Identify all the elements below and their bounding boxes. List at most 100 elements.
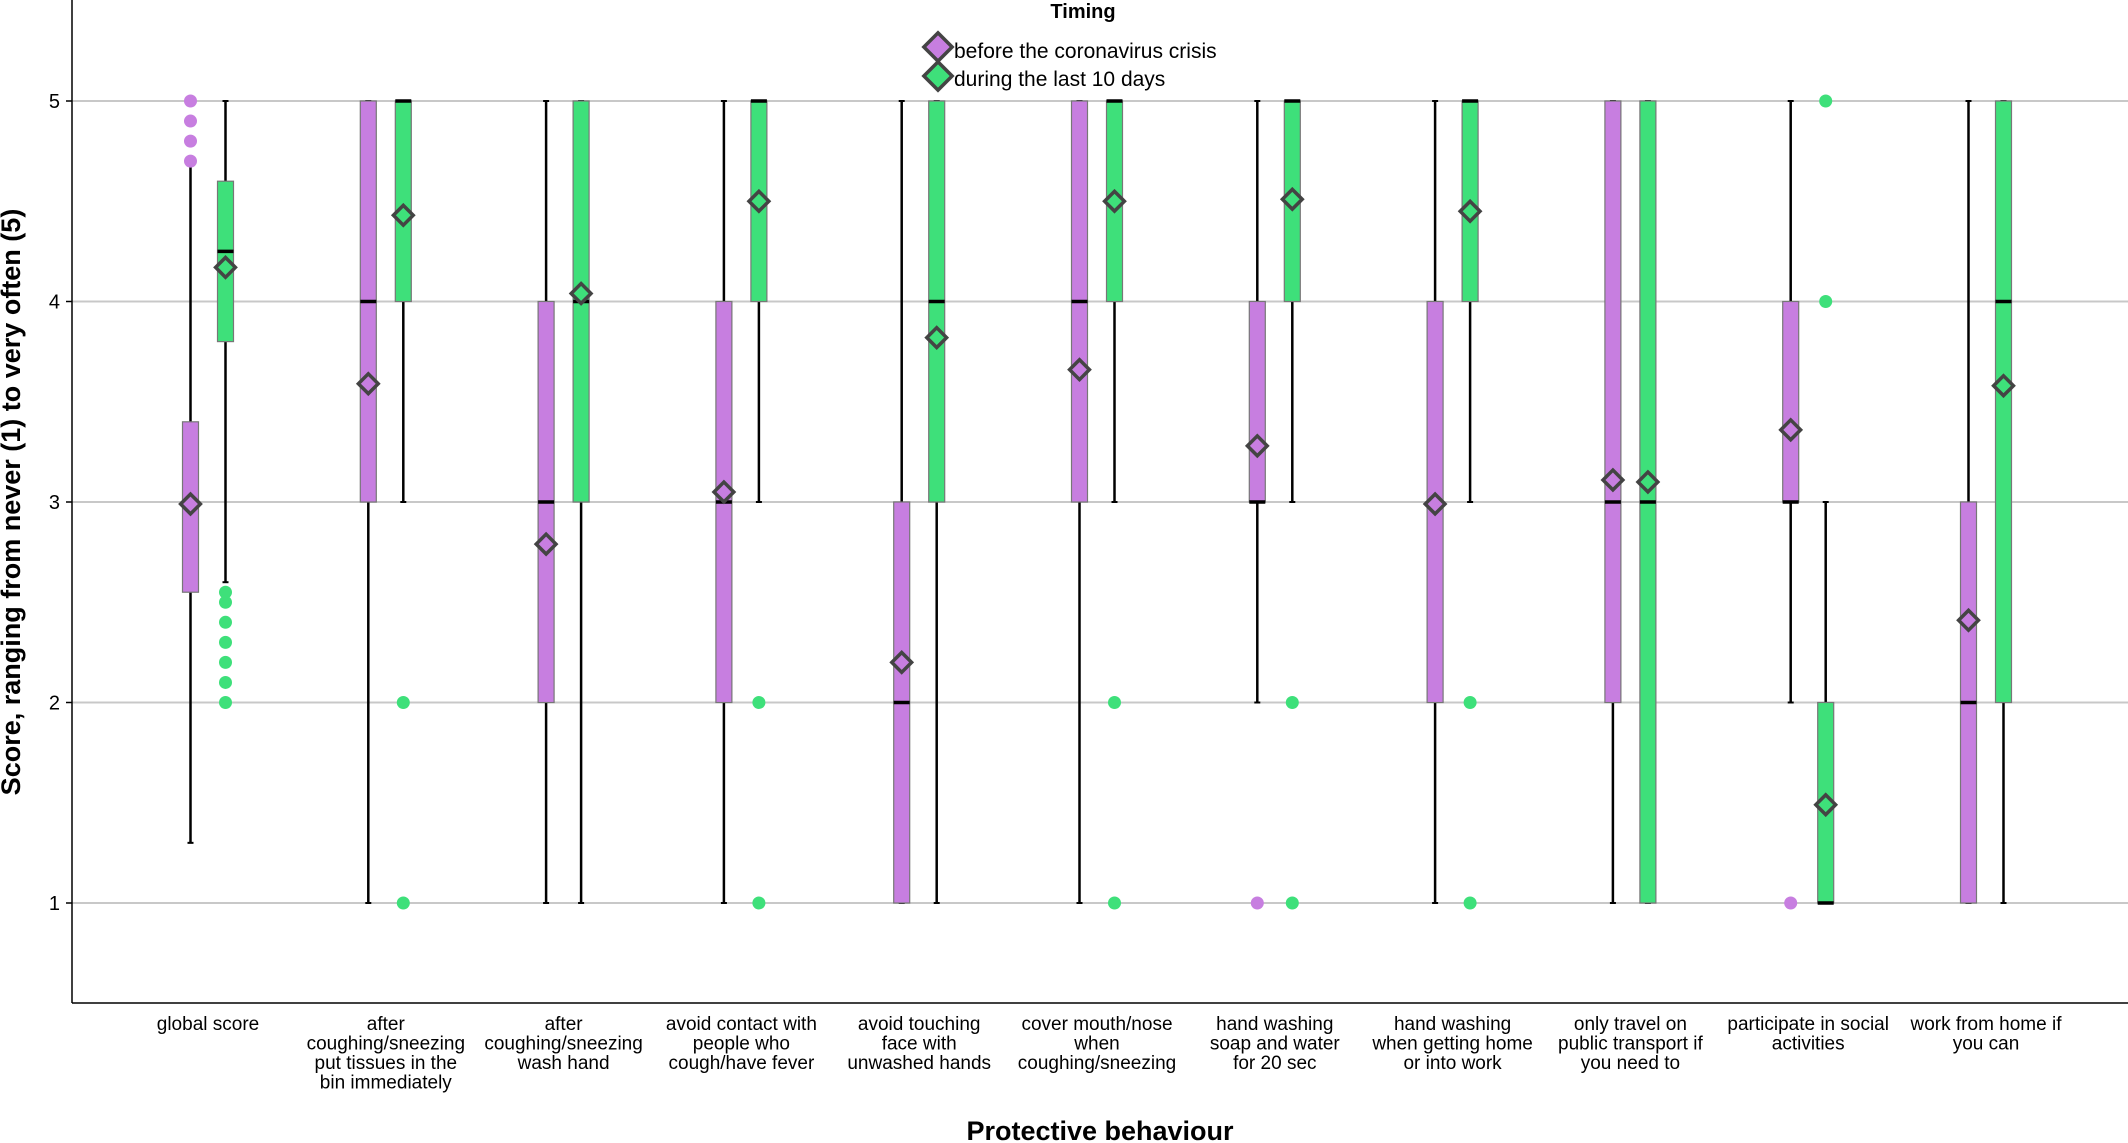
box-group [1244, 100, 1270, 910]
x-category-label: after coughing/sneezing wash hand [484, 1014, 642, 1074]
mean-marker [1635, 469, 1661, 495]
mean-marker [355, 371, 381, 397]
box-group [1457, 99, 1483, 910]
mean-marker [533, 531, 559, 557]
mean-marker [178, 491, 203, 517]
legend-swatch-during [921, 59, 955, 93]
outlier-point [752, 696, 766, 709]
box-group [1956, 100, 1981, 904]
mean-marker [1991, 373, 2016, 399]
outlier-point [219, 675, 232, 689]
box-group [213, 100, 238, 709]
box-group [1635, 100, 1661, 904]
outlier-point [219, 595, 232, 609]
mean-marker [1067, 357, 1092, 383]
box-group [711, 100, 737, 904]
mean-marker [1422, 491, 1448, 517]
x-category-label: work from home if you can [1910, 1014, 2063, 1055]
mean-marker [1600, 467, 1626, 493]
box-iqr [1994, 100, 2013, 704]
mean-marker [1244, 433, 1270, 459]
y-tick-labels: 1 2 3 4 5 [49, 91, 72, 915]
mean-marker [1778, 417, 1804, 443]
outlier-point [1819, 94, 1833, 108]
outlier-point [184, 134, 197, 148]
mean-marker [568, 281, 594, 306]
box-group [889, 100, 915, 904]
outlier-point [1819, 295, 1833, 308]
x-category-labels: global score after coughing/sneezing put ti… [157, 1014, 2062, 1094]
box-iqr [1248, 300, 1266, 503]
outlier-point [184, 114, 197, 128]
x-category-label: avoid touching face with unwashed hands [847, 1014, 991, 1074]
x-category-label: participate in social activities [1727, 1014, 1889, 1055]
outlier-point [1285, 896, 1299, 910]
mean-marker [746, 188, 772, 214]
outlier-point [219, 655, 232, 669]
box-group [1102, 99, 1127, 910]
x-category-label: only travel on public transport if you nee… [1558, 1014, 1703, 1074]
box-iqr [394, 100, 412, 303]
mean-marker [213, 255, 238, 280]
legend-label-before: before the coronavirus crisis [954, 40, 1217, 63]
outlier-point [184, 154, 197, 168]
box-group [1279, 99, 1305, 910]
x-category-label: avoid contact with people who cough/have f… [666, 1014, 817, 1074]
legend: Timing before the coronavirus crisis dur… [921, 1, 1217, 93]
x-category-label: after coughing/sneezing put tissues in the… [307, 1014, 465, 1094]
box-group [1600, 100, 1626, 904]
legend-label-during: during the last 10 days [954, 68, 1165, 91]
y-tick-label: 1 [49, 893, 60, 915]
mean-marker [390, 202, 416, 228]
x-category-label: cover mouth/nose when coughing/sneezing [1018, 1014, 1176, 1074]
box-group [1991, 100, 2016, 904]
outlier-point [1108, 696, 1121, 709]
outlier-point [1784, 896, 1798, 910]
mean-marker [1813, 792, 1839, 818]
box-group [568, 100, 594, 904]
outlier-point [396, 896, 410, 910]
x-axis-title: Protective behaviour [966, 1116, 1234, 1143]
y-axis-title: Score, ranging from never (1) to very of… [0, 209, 26, 796]
outlier-point [219, 696, 232, 709]
outlier-point [219, 615, 232, 629]
box-group [355, 100, 381, 904]
box-group [1422, 100, 1448, 904]
x-category-label: hand washing when getting home or into wor… [1371, 1014, 1533, 1074]
outlier-point [219, 635, 232, 649]
mean-marker [924, 325, 950, 350]
outlier-point [1463, 896, 1477, 910]
legend-item-during: during the last 10 days [921, 59, 1165, 93]
box-group [1778, 100, 1804, 910]
x-category-label: global score [157, 1014, 259, 1035]
outlier-point [184, 94, 197, 108]
y-tick-label: 5 [49, 91, 60, 113]
y-tick-label: 2 [49, 693, 60, 715]
mean-marker [1457, 198, 1483, 224]
outlier-point [1285, 696, 1299, 709]
mean-marker [1279, 186, 1305, 212]
y-tick-label: 4 [49, 292, 60, 314]
mean-marker [711, 479, 737, 505]
box-group [924, 100, 950, 904]
box-group [178, 94, 203, 844]
outlier-point [396, 696, 410, 709]
box-group [1067, 100, 1092, 904]
legend-item-before: before the coronavirus crisis [921, 30, 1217, 64]
mean-marker [889, 650, 915, 675]
outlier-point [1108, 896, 1121, 910]
outlier-point [752, 896, 766, 910]
box-iqr [1604, 100, 1622, 704]
box-group [533, 100, 559, 904]
box-group [390, 99, 416, 910]
outlier-point [1250, 896, 1264, 910]
box-group [746, 99, 772, 910]
legend-title: Timing [1050, 1, 1115, 23]
plot-area [178, 94, 2016, 910]
y-tick-label: 3 [49, 492, 60, 514]
outlier-point [219, 585, 232, 599]
mean-marker [1102, 188, 1127, 214]
x-category-label: hand washing soap and water for 20 sec [1210, 1014, 1341, 1074]
box-iqr [1782, 300, 1800, 503]
